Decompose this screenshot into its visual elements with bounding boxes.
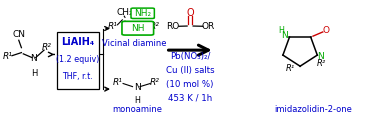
Text: R²: R² <box>150 78 160 87</box>
Text: N: N <box>31 54 37 63</box>
Text: N: N <box>317 52 324 61</box>
Text: (1.2 equiv): (1.2 equiv) <box>56 55 99 64</box>
Text: N: N <box>134 83 140 92</box>
Text: monoamine: monoamine <box>112 105 162 114</box>
Text: (10 mol %): (10 mol %) <box>166 80 214 89</box>
Bar <box>57 32 99 89</box>
Text: R¹: R¹ <box>108 22 118 30</box>
FancyBboxPatch shape <box>131 8 154 18</box>
Text: R¹: R¹ <box>113 78 122 87</box>
Text: N: N <box>282 31 288 40</box>
Text: R¹: R¹ <box>3 52 12 61</box>
Text: R²: R² <box>42 43 51 52</box>
Text: CN: CN <box>12 30 25 39</box>
Text: H: H <box>134 96 140 105</box>
Text: NH: NH <box>131 24 144 33</box>
Text: imidazolidin-2-one: imidazolidin-2-one <box>274 105 352 114</box>
Text: THF, r.t.: THF, r.t. <box>62 72 93 81</box>
Text: Pb(NO₃)₂/: Pb(NO₃)₂/ <box>170 52 210 61</box>
Text: R²: R² <box>150 22 160 30</box>
Text: O: O <box>186 8 194 18</box>
Text: R²: R² <box>316 59 326 68</box>
Text: 453 K / 1h: 453 K / 1h <box>168 93 212 102</box>
FancyBboxPatch shape <box>122 21 153 35</box>
Text: RO: RO <box>167 22 180 31</box>
Text: H: H <box>31 69 37 78</box>
Text: R¹: R¹ <box>286 64 295 73</box>
Text: Vicinal diamine: Vicinal diamine <box>102 39 167 48</box>
Text: Cu (II) salts: Cu (II) salts <box>166 66 214 75</box>
Text: CH₂: CH₂ <box>117 8 133 17</box>
Text: LiAlH₄: LiAlH₄ <box>61 37 94 47</box>
Text: H: H <box>278 26 284 35</box>
Text: O: O <box>322 26 329 36</box>
Text: NH₂: NH₂ <box>134 9 151 18</box>
Text: OR: OR <box>201 22 214 31</box>
